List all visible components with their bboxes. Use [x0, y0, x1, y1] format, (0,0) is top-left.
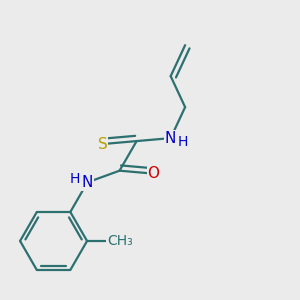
Text: S: S [98, 136, 107, 152]
Text: H: H [178, 135, 188, 149]
Text: CH₃: CH₃ [107, 234, 133, 248]
Text: H: H [70, 172, 80, 186]
Text: O: O [148, 166, 160, 181]
Text: N: N [165, 130, 176, 146]
Text: N: N [82, 175, 93, 190]
